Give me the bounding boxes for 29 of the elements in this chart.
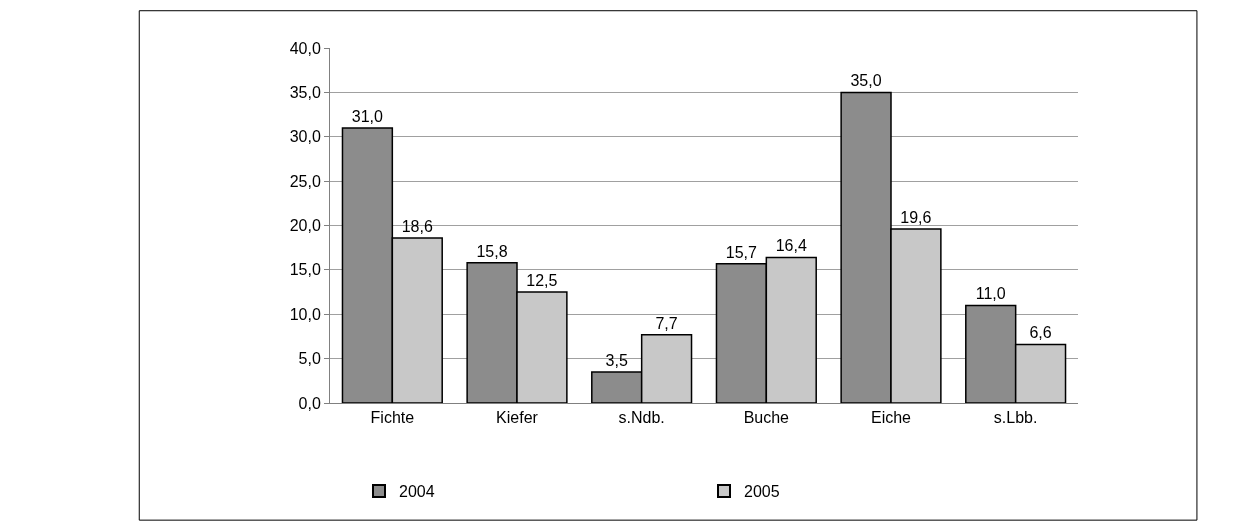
x-tick-label: Buche	[743, 409, 790, 427]
data-label: 35,0	[850, 72, 882, 90]
data-label: 3,5	[605, 351, 628, 369]
y-tick-label: 25,0	[289, 172, 321, 190]
data-label: 15,8	[476, 242, 508, 260]
y-tick-label: 30,0	[289, 128, 321, 146]
legend-label: 2005	[744, 483, 780, 501]
data-label: 16,4	[775, 237, 807, 255]
x-tick-label: Kiefer	[496, 409, 539, 427]
data-label: 7,7	[655, 314, 678, 332]
y-tick-label: 15,0	[289, 261, 321, 279]
data-label: 18,6	[401, 217, 433, 235]
data-label: 31,0	[351, 107, 384, 125]
data-label: 15,7	[725, 243, 758, 261]
data-label: 19,6	[900, 209, 932, 227]
x-tick-label: Fichte	[370, 409, 415, 427]
y-tick-label: 20,0	[289, 217, 321, 235]
x-tick-label: s.Lbb.	[993, 409, 1038, 427]
x-tick-label: s.Ndb.	[618, 409, 665, 427]
legend-label: 2004	[399, 483, 435, 501]
y-tick-label: 5,0	[298, 350, 321, 368]
data-label: 11,0	[975, 285, 1006, 303]
x-tick-label: Eiche	[870, 409, 912, 427]
y-tick-label: 40,0	[289, 39, 321, 57]
data-label: 12,5	[526, 272, 558, 290]
y-tick-label: 35,0	[289, 83, 321, 101]
y-tick-label: 10,0	[289, 305, 321, 323]
y-tick-label: 0,0	[298, 394, 321, 412]
data-label: 6,6	[1029, 324, 1052, 342]
